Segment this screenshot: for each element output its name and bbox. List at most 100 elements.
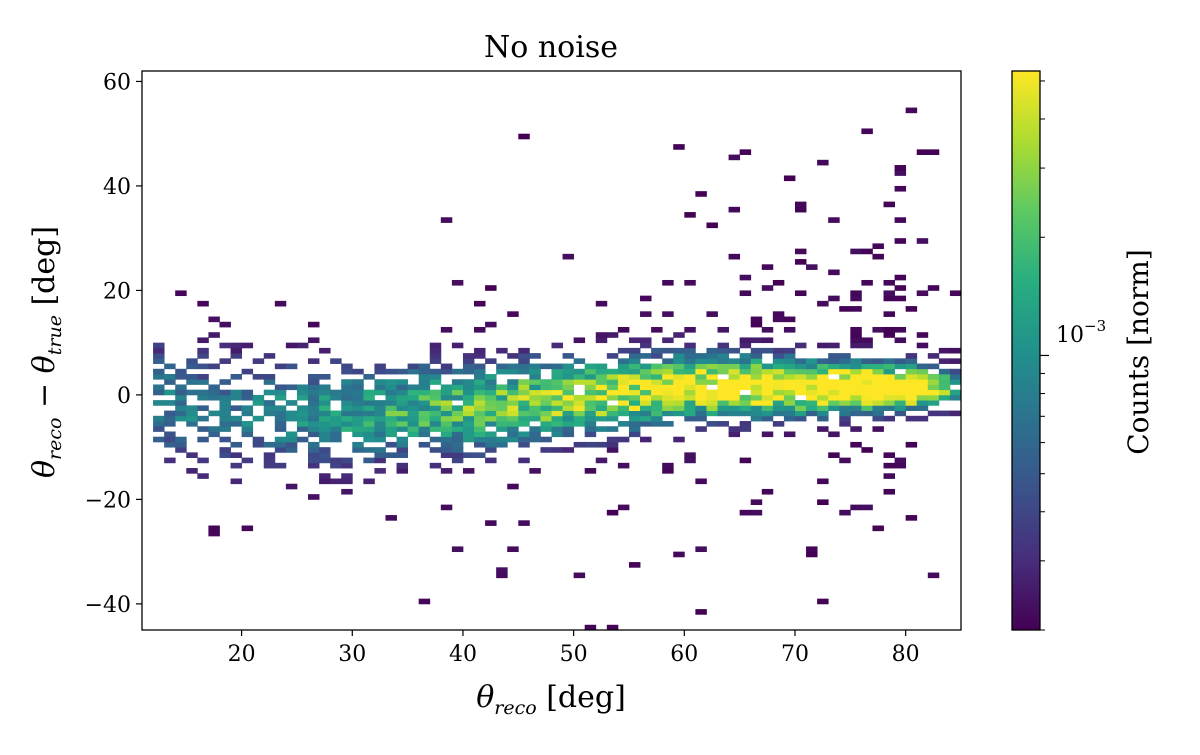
heatmap-bin [429, 394, 442, 401]
heatmap-bin [894, 274, 907, 281]
heatmap-bin [628, 384, 641, 391]
heatmap-bin [806, 374, 818, 380]
x-tick-label: 20 [228, 642, 256, 667]
heatmap-bin [363, 415, 375, 422]
heatmap-bin [319, 457, 331, 464]
heatmap-bin [806, 551, 818, 558]
heatmap-bin [861, 363, 873, 370]
heatmap-bin [883, 384, 895, 391]
heatmap-bin [319, 394, 331, 401]
heatmap-bin [451, 389, 464, 396]
heatmap-bin [374, 379, 386, 385]
heatmap-bin [308, 447, 320, 453]
heatmap-bin [330, 394, 342, 401]
heatmap-bin [905, 379, 918, 385]
heatmap-bin [296, 421, 309, 427]
heatmap-bin [916, 342, 929, 349]
heatmap-bin [330, 410, 342, 417]
heatmap-bin [418, 598, 431, 605]
heatmap-bin [341, 488, 353, 495]
heatmap-bin [551, 421, 563, 427]
heatmap-bin [507, 311, 519, 317]
heatmap-bin [396, 410, 409, 417]
heatmap-bin [197, 426, 209, 432]
heatmap-bin [474, 400, 486, 406]
heatmap-bin [507, 421, 519, 427]
heatmap-bin [396, 405, 409, 411]
heatmap-bin [153, 389, 165, 396]
heatmap-bin [662, 347, 674, 354]
heatmap-bin [274, 300, 287, 307]
heatmap-bin [595, 300, 608, 307]
heatmap-bin [319, 473, 331, 479]
heatmap-bin [783, 379, 796, 385]
heatmap-bin [617, 368, 630, 375]
heatmap-bin [518, 358, 530, 364]
heatmap-bin [451, 415, 464, 422]
heatmap-bin [739, 509, 752, 516]
heatmap-bin [230, 478, 243, 485]
heatmap-bin [197, 415, 209, 422]
heatmap-bin [794, 384, 807, 391]
heatmap-bin [308, 462, 320, 469]
heatmap-bin [905, 306, 918, 312]
heatmap-bin [673, 144, 685, 150]
heatmap-bin [308, 452, 320, 458]
heatmap-bin [905, 358, 918, 364]
chart-title: No noise [484, 30, 618, 65]
heatmap-bin [839, 415, 851, 422]
heatmap-bin [584, 468, 597, 474]
plot-frame [141, 70, 962, 631]
heatmap-bin [628, 347, 641, 354]
heatmap-bin [916, 379, 929, 385]
heatmap-bin [684, 400, 696, 406]
heatmap-bin [451, 546, 464, 553]
x-tick-label: 60 [670, 642, 698, 667]
heatmap-bin [219, 394, 231, 401]
x-tick-label: 30 [338, 642, 366, 667]
heatmap-bin [651, 400, 663, 406]
heatmap-bin [673, 384, 685, 391]
heatmap-bin [905, 415, 918, 422]
heatmap-bin [440, 421, 453, 427]
heatmap-bin [451, 452, 464, 458]
heatmap-bin [374, 468, 386, 474]
heatmap-bin [905, 353, 918, 359]
heatmap-bin [462, 468, 475, 474]
heatmap-bin [584, 394, 597, 401]
heatmap-bin [938, 358, 951, 364]
heatmap-bin [839, 384, 851, 391]
heatmap-bin [606, 415, 619, 422]
heatmap-bin [252, 374, 265, 380]
heatmap-bin [485, 405, 497, 411]
heatmap-bin [828, 384, 840, 391]
heatmap-bin [717, 353, 729, 359]
heatmap-bin [330, 358, 342, 364]
heatmap-bin [883, 379, 895, 385]
heatmap-bin [385, 515, 397, 521]
heatmap-bin [308, 426, 320, 432]
colorbar [1011, 70, 1041, 631]
heatmap-bin [474, 436, 486, 443]
heatmap-bin [518, 347, 530, 354]
heatmap-bin [396, 436, 409, 443]
heatmap-bin [562, 363, 575, 370]
heatmap-bin [794, 389, 807, 396]
heatmap-bin [872, 384, 884, 391]
heatmap-bin [673, 379, 685, 385]
heatmap-bin [839, 374, 851, 380]
heatmap-bin [363, 478, 375, 485]
heatmap-bin [385, 421, 397, 427]
heatmap-bin [440, 431, 453, 438]
heatmap-bin [451, 457, 464, 464]
heatmap-bin [606, 441, 619, 448]
heatmap-bin [883, 326, 895, 333]
heatmap-bin [761, 285, 774, 291]
heatmap-bin [861, 400, 873, 406]
heatmap-bin [695, 363, 707, 370]
heatmap-bin [617, 374, 630, 380]
heatmap-bin [894, 374, 907, 380]
heatmap-bin [717, 368, 729, 375]
heatmap-bin [606, 332, 619, 338]
heatmap-bin [573, 368, 586, 375]
